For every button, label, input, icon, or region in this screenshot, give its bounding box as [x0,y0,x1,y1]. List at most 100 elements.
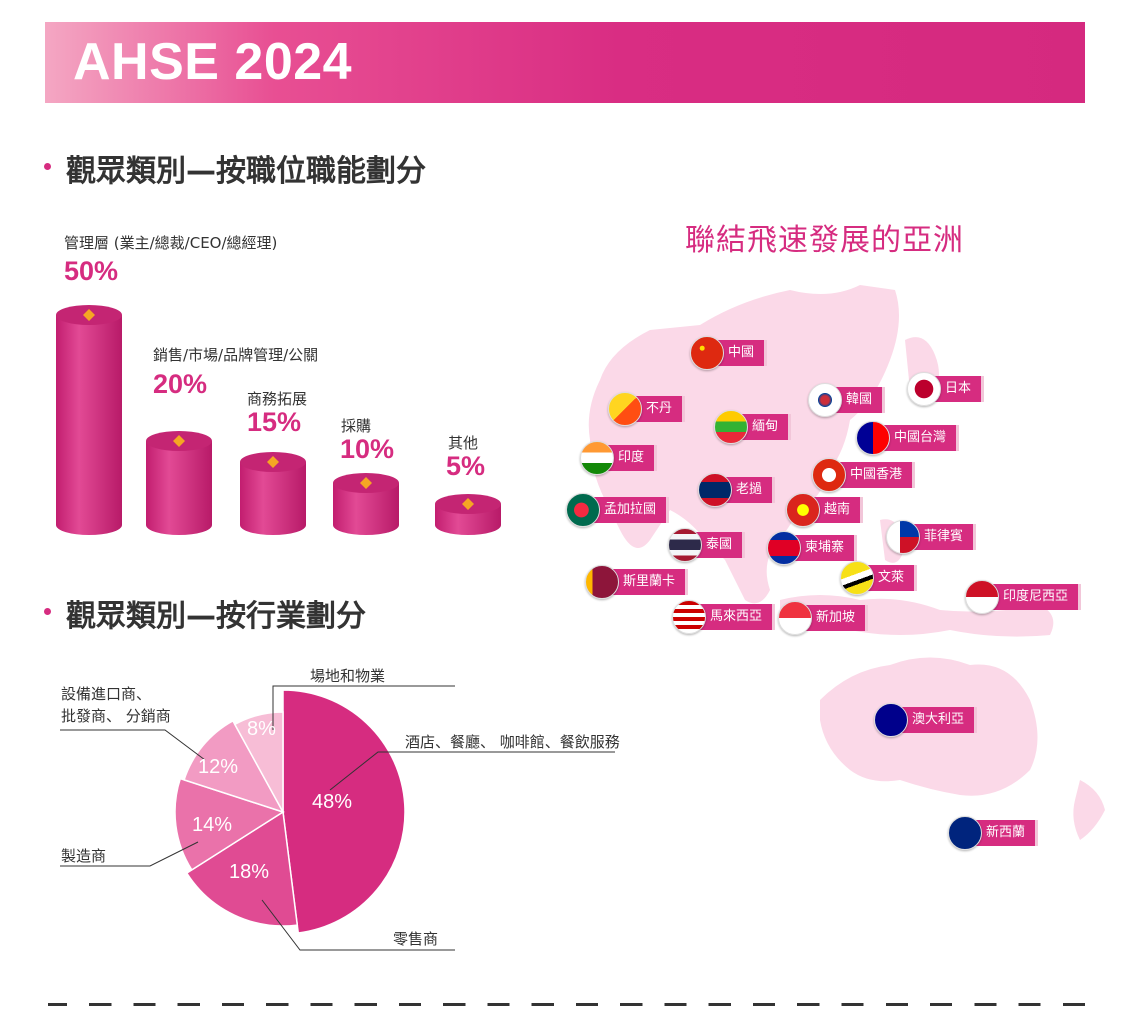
footer-divider [48,1003,1106,1006]
bar-chart [56,305,501,535]
country-label: 中國 [706,340,768,366]
country-taiwan: 中國台灣 [856,421,960,455]
country-hongkong: 中國香港 [812,458,916,492]
bar-2 [240,452,306,535]
pie-leader-2 [60,841,199,867]
section1-bullet [44,163,51,170]
pie-label-equipment-text: 設備進口商、 批發商、 分銷商 [61,685,171,725]
pie-slice-2 [174,777,285,871]
singapore-flag-icon [778,601,812,635]
bar-value-bizdev: 15% [247,407,302,437]
bar-body-0 [56,315,122,535]
pie-chart [60,685,615,951]
bar-value-purchasing: 10% [340,434,395,464]
pie-slice-4 [233,711,284,813]
country-malaysia: 馬來西亞 [672,600,776,634]
country-india: 印度 [580,441,658,475]
bar-marker-1 [173,435,185,447]
country-china: 中國 [690,336,768,370]
japan-flag-icon [907,372,941,406]
country-bhutan: 不丹 [608,392,686,426]
pie-label-venue: 場地和物業 [310,667,386,685]
country-thailand: 泰國 [668,528,746,562]
bar-4 [435,494,501,535]
bar-marker-3 [360,477,372,489]
country-label: 馬來西亞 [688,604,776,630]
cambodia-flag-icon [767,531,801,565]
country-australia: 澳大利亞 [874,703,978,737]
pie-label-retail: 零售商 [393,930,439,948]
bar-0 [56,305,122,535]
bar-value-management: 50% [64,256,119,286]
country-cambodia: 柬埔寨 [767,531,858,565]
country-japan: 日本 [907,372,985,406]
pie-pct-venue: 8% [247,718,276,740]
section2-title: 觀眾類別—按行業劃分 [66,599,366,634]
malaysia-flag-icon [672,600,706,634]
country-korea: 韓國 [808,383,886,417]
brunei-flag-icon [840,561,874,595]
country-philippines: 菲律賓 [886,520,977,554]
pie-label-hotel: 酒店、餐廳、 咖啡館、餐飲服務 [405,733,620,751]
header-banner: AHSE 2024 [45,22,1085,103]
pie-slice-3 [183,719,285,814]
bar-1 [146,431,212,535]
indonesia-flag-icon [965,580,999,614]
australia-flag-icon [874,703,908,737]
bar-value-others: 5% [446,451,486,481]
pie-leader-3 [60,729,206,761]
pie-leader-4 [272,685,455,730]
section2-bullet [44,608,51,615]
bar-value-sales: 20% [153,369,208,399]
pie-pct-manufacturer: 14% [192,814,233,836]
srilanka-flag-icon [585,565,619,599]
pie-pct-equipment: 12% [198,756,239,778]
country-vietnam: 越南 [786,493,864,527]
section1-title: 觀眾類別—按職位職能劃分 [66,154,426,189]
bhutan-flag-icon [608,392,642,426]
korea-flag-icon [808,383,842,417]
bar-body-1 [146,441,212,535]
bar-label-sales: 銷售/市場/品牌管理/公關 [153,346,319,364]
myanmar-flag-icon [714,410,748,444]
bar-marker-4 [462,498,474,510]
bar-3 [333,473,399,535]
pie-label-manufacturer: 製造商 [61,847,107,865]
bar-label-bizdev: 商務拓展 [247,390,308,408]
india-flag-icon [580,441,614,475]
pie-slice-0 [282,689,406,934]
country-bangladesh: 孟加拉國 [566,493,670,527]
china-flag-icon [690,336,724,370]
bar-marker-2 [267,456,279,468]
bar-label-management: 管理層 (業主/總裁/CEO/總經理) [64,234,278,252]
bangladesh-flag-icon [566,493,600,527]
laos-flag-icon [698,473,732,507]
country-srilanka: 斯里蘭卡 [585,565,689,599]
pie-leader-1 [261,899,455,951]
pie-slice-1 [185,810,299,927]
vietnam-flag-icon [786,493,820,527]
thailand-flag-icon [668,528,702,562]
newzealand-flag-icon [948,816,982,850]
pie-pct-hotel: 48% [312,791,353,813]
country-newzealand: 新西蘭 [948,816,1039,850]
country-indonesia: 印度尼西亞 [965,580,1082,614]
banner-title: AHSE 2024 [73,33,353,91]
country-laos: 老撾 [698,473,776,507]
taiwan-flag-icon [856,421,890,455]
philippines-flag-icon [886,520,920,554]
pie-leader-0 [329,751,615,791]
hongkong-flag-icon [812,458,846,492]
bar-label-others: 其他 [448,434,479,452]
map-title: 聯結飛速發展的亞洲 [685,223,964,258]
map-landmass [588,285,1105,840]
bar-body-2 [240,462,306,535]
bar-body-3 [333,483,399,535]
pie-label-equipment: 設備進口商、 批發商、 分銷商 [61,683,171,727]
bar-label-purchasing: 採購 [341,417,372,435]
country-myanmar: 緬甸 [714,410,792,444]
bar-marker-0 [83,309,95,321]
country-brunei: 文萊 [840,561,918,595]
country-singapore: 新加坡 [778,601,869,635]
